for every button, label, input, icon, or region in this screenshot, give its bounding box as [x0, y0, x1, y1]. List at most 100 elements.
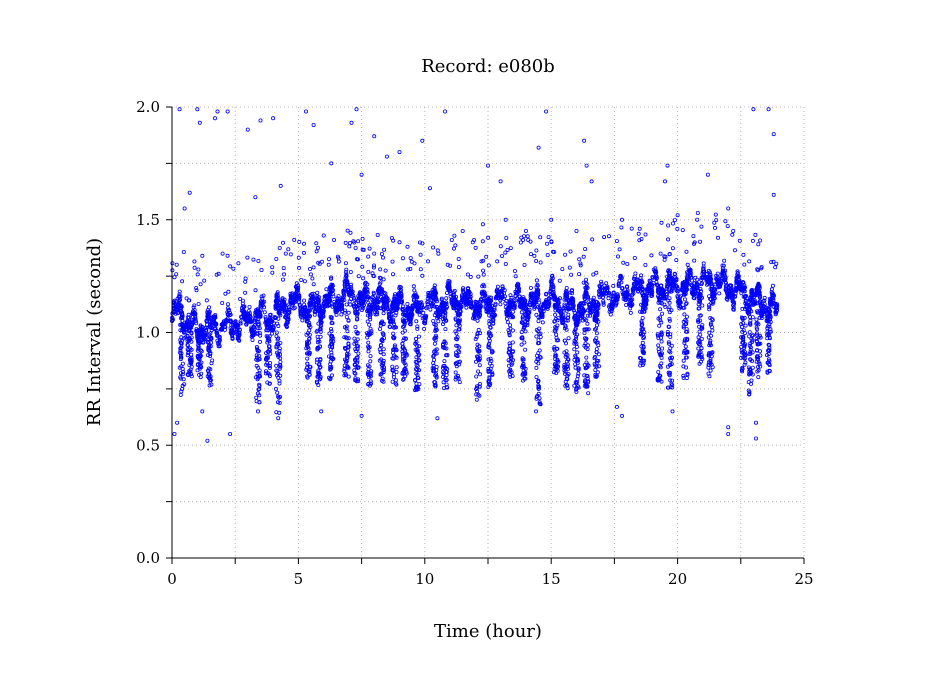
data-point [302, 302, 307, 307]
data-point [667, 296, 672, 301]
data-point [381, 360, 386, 365]
data-point [344, 314, 349, 319]
data-point [276, 394, 281, 399]
data-point [432, 357, 437, 362]
data-point [318, 318, 323, 323]
data-point [672, 271, 677, 276]
data-point [500, 284, 505, 289]
data-point [736, 277, 741, 282]
data-point [307, 301, 312, 306]
data-point [206, 336, 211, 341]
data-point [346, 310, 351, 315]
data-point [476, 327, 481, 332]
data-point [696, 346, 701, 351]
data-point [562, 368, 567, 373]
data-point [362, 281, 367, 286]
data-point [415, 343, 420, 348]
data-point [700, 275, 705, 280]
data-point [662, 296, 667, 301]
data-point [261, 293, 266, 298]
data-point [572, 383, 577, 388]
data-point [178, 316, 183, 321]
data-point [509, 357, 514, 362]
data-point [381, 347, 386, 352]
data-point [488, 299, 493, 304]
data-point [267, 374, 272, 379]
data-point [441, 374, 446, 379]
data-point [593, 363, 598, 368]
data-point [257, 322, 262, 327]
data-point [659, 339, 664, 344]
data-point [624, 293, 629, 298]
data-point [267, 313, 272, 318]
data-point [416, 357, 421, 362]
data-point [685, 281, 690, 286]
data-point [456, 327, 461, 332]
data-point [565, 373, 570, 378]
data-point [366, 295, 371, 300]
data-point [586, 300, 591, 305]
data-point [690, 283, 695, 288]
data-point [327, 331, 332, 336]
data-point [213, 312, 218, 317]
data-point [403, 362, 408, 367]
data-point [433, 289, 438, 294]
data-point [362, 293, 367, 298]
data-point [355, 360, 360, 365]
data-point [346, 344, 351, 349]
data-point [354, 355, 359, 360]
data-point [187, 315, 192, 320]
data-point [316, 300, 321, 305]
data-point [611, 283, 616, 288]
data-point [197, 329, 202, 334]
data-point [275, 290, 280, 295]
data-point [239, 314, 244, 319]
data-point [457, 300, 462, 305]
data-point [329, 320, 334, 325]
data-point [511, 309, 516, 314]
data-point [377, 347, 382, 352]
data-point [537, 348, 542, 353]
data-point [585, 327, 590, 332]
data-point [282, 297, 287, 302]
data-point [339, 312, 344, 317]
data-point [673, 275, 678, 280]
data-point [440, 322, 445, 327]
data-point [749, 294, 754, 299]
data-point [354, 340, 359, 345]
data-point [402, 322, 407, 327]
data-point [534, 312, 539, 317]
data-point [434, 347, 439, 352]
data-point [276, 323, 281, 328]
data-point [616, 281, 621, 286]
data-point [594, 310, 599, 315]
data-point [487, 376, 492, 381]
data-point [343, 346, 348, 351]
data-point [540, 320, 545, 325]
data-point [315, 347, 320, 352]
data-point [510, 349, 515, 354]
data-point [206, 305, 211, 310]
data-point [297, 302, 302, 307]
data-point [393, 325, 398, 330]
data-point [454, 343, 459, 348]
data-point [390, 356, 395, 361]
data-point [566, 315, 571, 320]
data-point [178, 304, 183, 309]
data-point [390, 367, 395, 372]
data-point [392, 335, 397, 340]
data-point [742, 286, 747, 291]
data-point [254, 355, 259, 360]
data-point [366, 381, 371, 386]
data-point [667, 373, 672, 378]
data-point [394, 382, 399, 387]
data-point [575, 350, 580, 355]
data-point [201, 340, 206, 345]
data-point [666, 268, 671, 273]
data-point [381, 301, 386, 306]
data-point [650, 275, 655, 280]
data-point [400, 299, 405, 304]
data-point [315, 307, 320, 312]
data-point [280, 306, 285, 311]
data-point [380, 339, 385, 344]
